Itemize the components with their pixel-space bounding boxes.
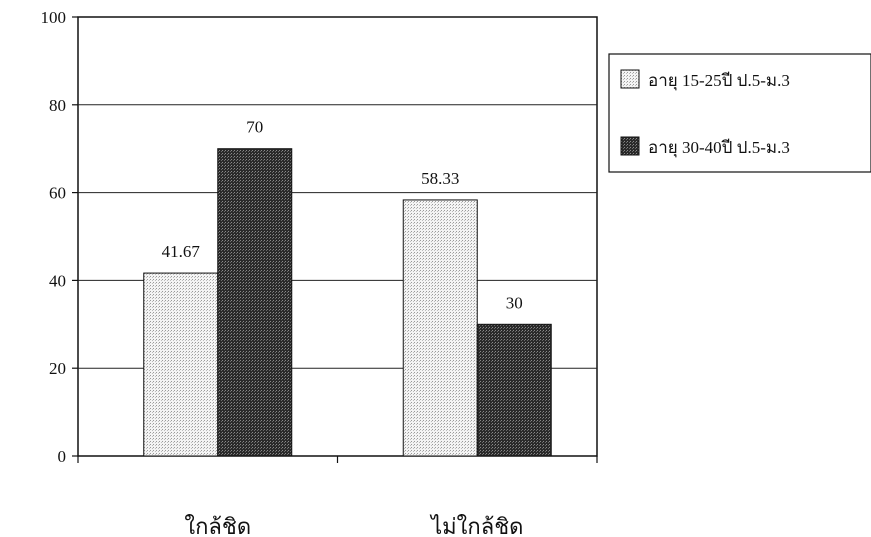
data-label: 70 — [246, 118, 263, 137]
data-label: 58.33 — [421, 169, 459, 188]
x-category-label: ใกล้ชิด — [184, 514, 251, 537]
y-tick-label: 80 — [49, 96, 66, 115]
y-axis: 0 20 40 60 80 100 — [41, 8, 598, 466]
bar-series-2-1 — [217, 148, 293, 457]
legend: อายุ 15-25ปี ป.5-ม.3 อายุ 30-40ปี ป.5-ม.… — [608, 53, 871, 173]
y-tick-label: 100 — [41, 8, 67, 27]
bar-series-1-2 — [402, 199, 478, 457]
y-tick-label: 20 — [49, 359, 66, 378]
legend-label-series-1: อายุ 15-25ปี ป.5-ม.3 — [648, 71, 790, 91]
y-tick-label: 40 — [49, 271, 66, 290]
x-axis: ใกล้ชิด ไม่ใกล้ชิด — [184, 514, 523, 537]
legend-swatch-series-1 — [620, 69, 640, 89]
bars — [143, 148, 552, 457]
data-labels: 41.67 70 58.33 30 — [162, 118, 523, 313]
bar-series-1-1 — [143, 272, 219, 457]
bar-series-2-2 — [476, 323, 552, 457]
x-category-label: ไม่ใกล้ชิด — [429, 514, 523, 537]
data-label: 30 — [506, 293, 523, 312]
legend-swatch-series-2 — [620, 136, 640, 156]
legend-label-series-2: อายุ 30-40ปี ป.5-ม.3 — [648, 138, 790, 158]
y-tick-label: 0 — [58, 447, 67, 466]
legend-box — [608, 53, 871, 173]
y-tick-label: 60 — [49, 184, 66, 203]
data-label: 41.67 — [162, 242, 201, 261]
